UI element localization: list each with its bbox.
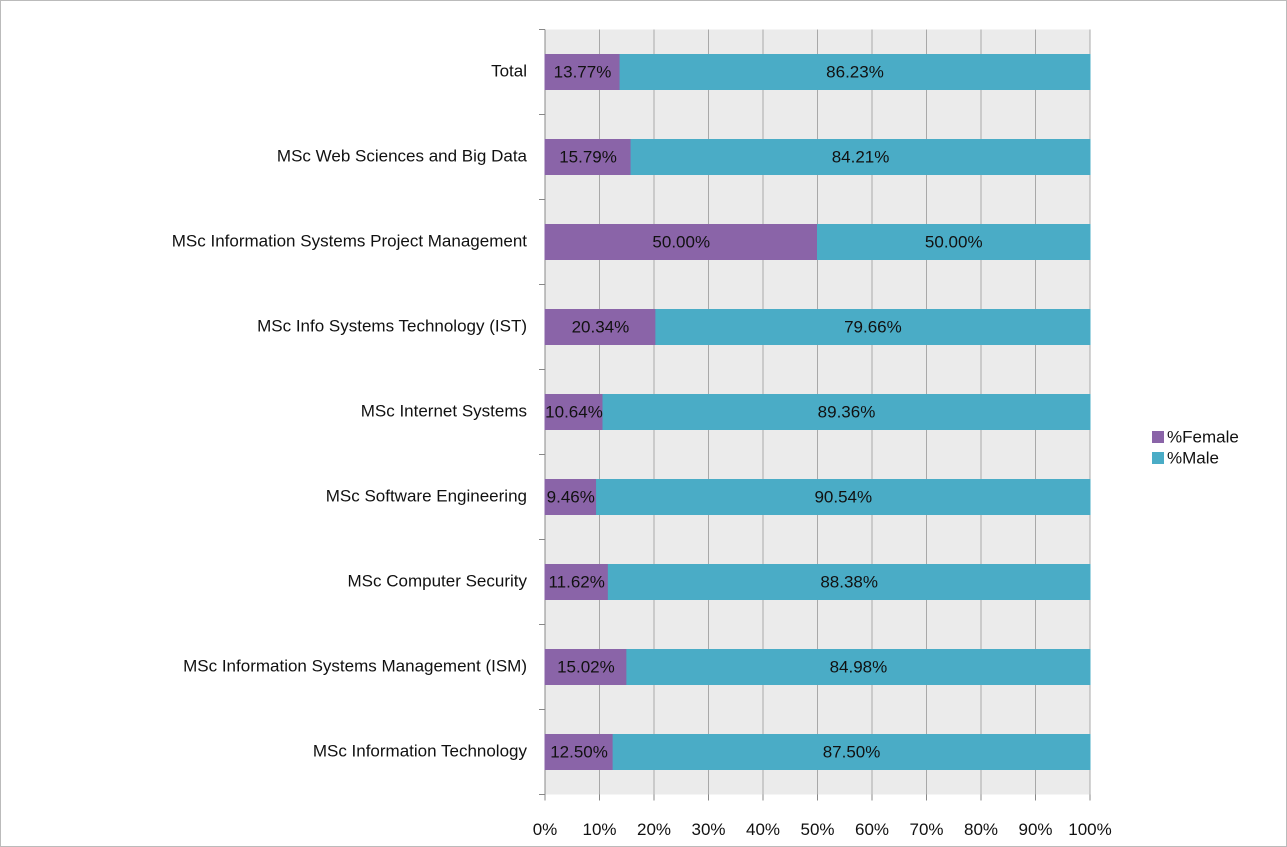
legend-label: %Male <box>1167 448 1219 467</box>
bar-segment <box>655 309 1091 345</box>
y-tick-label: MSc Web Sciences and Big Data <box>277 146 528 165</box>
y-tick-label: MSc Information Technology <box>313 741 528 760</box>
bar-segment <box>630 139 1091 175</box>
bar-segment <box>544 479 598 515</box>
bar-segment <box>544 54 621 90</box>
x-tick-label: 60% <box>855 820 889 839</box>
data-label: 20.34% <box>572 317 630 336</box>
data-label: 79.66% <box>844 317 902 336</box>
y-tick-label: MSc Info Systems Technology (IST) <box>257 316 527 335</box>
bar-segment <box>544 309 657 345</box>
data-label: 84.21% <box>832 147 890 166</box>
bar-segment <box>817 224 1091 260</box>
data-label: 13.77% <box>554 62 612 81</box>
x-tick-label: 40% <box>746 820 780 839</box>
x-tick-label: 0% <box>533 820 558 839</box>
x-tick-label: 70% <box>909 820 943 839</box>
x-tick-label: 90% <box>1018 820 1052 839</box>
data-label: 89.36% <box>818 402 876 421</box>
bar-segment <box>544 394 604 430</box>
data-label: 12.50% <box>550 742 608 761</box>
y-tick-label: MSc Software Engineering <box>326 486 527 505</box>
bar-segment <box>544 734 614 770</box>
legend-swatch <box>1152 452 1164 464</box>
y-tick-label: MSc Information Systems Management (ISM) <box>183 656 527 675</box>
legend-label: %Female <box>1167 427 1239 446</box>
bar-segment <box>544 564 609 600</box>
x-tick-label: 30% <box>691 820 725 839</box>
data-label: 9.46% <box>547 487 595 506</box>
bar-segment <box>626 649 1091 685</box>
bar-segment <box>607 564 1091 600</box>
x-tick-label: 10% <box>582 820 616 839</box>
bar-segment <box>619 54 1091 90</box>
x-tick-label: 80% <box>964 820 998 839</box>
y-tick-label: MSc Internet Systems <box>361 401 527 420</box>
x-tick-label: 20% <box>637 820 671 839</box>
data-label: 87.50% <box>823 742 881 761</box>
y-tick-label: MSc Information Systems Project Manageme… <box>172 231 528 250</box>
data-label: 88.38% <box>820 572 878 591</box>
bar-segment <box>602 394 1091 430</box>
data-label: 15.02% <box>557 657 615 676</box>
data-label: 90.54% <box>814 487 872 506</box>
data-label: 11.62% <box>548 572 604 591</box>
data-label: 10.64% <box>545 402 603 421</box>
legend-swatch <box>1152 431 1164 443</box>
data-label: 86.23% <box>826 62 884 81</box>
x-tick-label: 50% <box>800 820 834 839</box>
bar-segment <box>612 734 1091 770</box>
bar-segment <box>544 139 632 175</box>
data-label: 15.79% <box>559 147 617 166</box>
y-tick-label: MSc Computer Security <box>348 571 528 590</box>
data-label: 50.00% <box>925 232 983 251</box>
x-tick-label: 100% <box>1068 820 1111 839</box>
bar-segment <box>596 479 1091 515</box>
y-tick-label: Total <box>491 61 527 80</box>
data-label: 50.00% <box>652 232 710 251</box>
data-label: 84.98% <box>830 657 888 676</box>
bar-segment <box>544 224 818 260</box>
